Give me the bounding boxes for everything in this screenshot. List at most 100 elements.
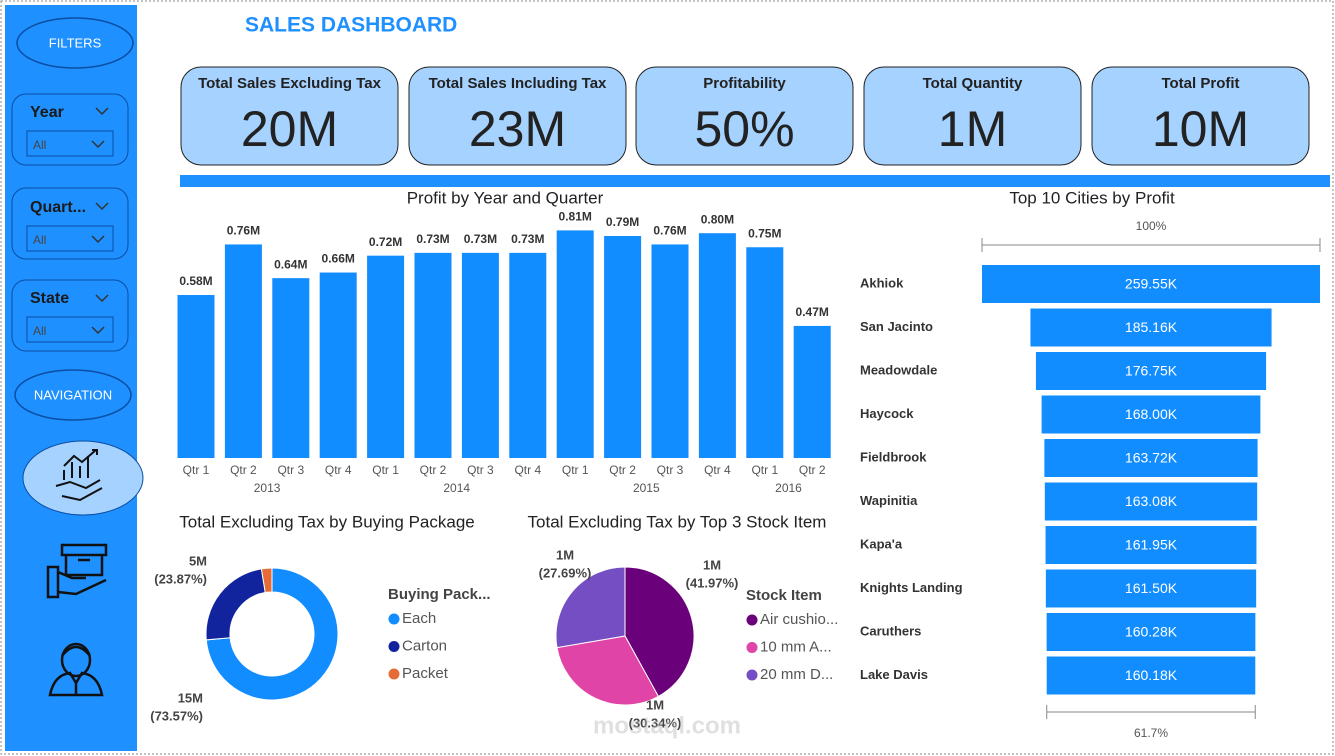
chart-title: Total Excluding Tax by Buying Package (179, 512, 474, 531)
legend-label[interactable]: 10 mm A... (760, 638, 832, 655)
data-label: 1M (703, 557, 721, 572)
category-label: Kapa'a (860, 536, 903, 551)
kpi-label: Total Quantity (923, 75, 1023, 92)
slicer-dropdown[interactable] (26, 130, 114, 157)
slicer[interactable]: State All (11, 279, 129, 352)
data-label: 0.73M (511, 232, 544, 246)
funnel-bar (1030, 308, 1272, 347)
x-tick-label: Qtr 2 (230, 463, 257, 477)
x-tick-label: Qtr 1 (751, 463, 778, 477)
funnel-bar (1046, 613, 1256, 651)
dashboard-title: SALES DASHBOARD (245, 14, 457, 37)
x-tick-label: Qtr 4 (704, 463, 731, 477)
kpi-card (180, 66, 399, 166)
legend-marker[interactable] (388, 641, 400, 652)
x-tick-label: Qtr 4 (325, 463, 352, 477)
kpi-value: 23M (469, 101, 566, 157)
data-label: (30.34%) (629, 715, 682, 730)
slice (205, 567, 339, 701)
chevron (95, 107, 109, 116)
data-label: 0.76M (653, 224, 686, 238)
x-tick-label: Qtr 1 (372, 463, 399, 477)
legend-marker[interactable] (746, 642, 758, 653)
slice (555, 566, 626, 649)
data-label: 0.75M (748, 226, 781, 240)
data-label: 185.16K (1125, 319, 1178, 335)
data-label: 0.81M (559, 210, 592, 224)
x-group-label: 2013 (254, 481, 281, 495)
legend-label[interactable]: 20 mm D... (760, 666, 833, 683)
legend-label[interactable]: Each (402, 610, 436, 627)
icon-background[interactable] (22, 440, 144, 516)
chart-title: Profit by Year and Quarter (407, 188, 604, 207)
category-label: Knights Landing (860, 580, 963, 595)
data-label: 160.18K (1125, 667, 1178, 683)
x-tick-label: Qtr 3 (277, 463, 304, 477)
filters-button-label[interactable]: FILTERS (49, 35, 102, 50)
nav-icon-customer[interactable] (48, 642, 104, 697)
kpi-value: 50% (694, 101, 794, 157)
filters-button[interactable] (16, 17, 134, 69)
bar (319, 272, 357, 458)
icon (55, 449, 103, 502)
x-tick-label: Qtr 1 (562, 463, 589, 477)
data-label: (27.69%) (539, 565, 592, 580)
category-label: Caruthers (860, 623, 921, 638)
x-tick-label: Qtr 2 (799, 463, 826, 477)
funnel-bar (982, 265, 1320, 303)
kpi-label: Profitability (703, 75, 786, 92)
slicer-label: State (30, 290, 69, 307)
bar (651, 244, 689, 458)
slicer[interactable]: Quart... All (11, 187, 129, 260)
data-label: 0.64M (274, 257, 307, 271)
chevron (91, 140, 105, 149)
slicer-label: Quart... (30, 199, 86, 216)
x-group-label: 2016 (775, 481, 802, 495)
bar (509, 252, 547, 458)
bar (414, 252, 452, 458)
data-label: 168.00K (1125, 406, 1178, 422)
category-label: Lake Davis (860, 667, 928, 682)
data-label: (41.97%) (686, 575, 739, 590)
bar (793, 325, 831, 458)
navigation-button-label[interactable]: NAVIGATION (34, 387, 112, 402)
legend-marker[interactable] (746, 669, 758, 681)
watermark: mostaql.com (593, 712, 741, 739)
slicer-value: All (33, 233, 46, 247)
data-label: 15M (178, 690, 203, 705)
bar (604, 236, 642, 458)
x-tick-label: Qtr 3 (657, 463, 684, 477)
slicer[interactable]: Year All (11, 93, 129, 166)
icon (48, 642, 104, 697)
legend-label[interactable]: Carton (402, 637, 447, 654)
category-label: Fieldbrook (860, 449, 927, 464)
nav-icon-product[interactable] (46, 543, 108, 599)
data-label: 0.58M (179, 274, 212, 288)
data-label: 5M (189, 553, 207, 568)
navigation-button[interactable] (14, 369, 132, 421)
slicer-dropdown[interactable] (26, 316, 114, 343)
x-group-label: 2015 (633, 481, 660, 495)
kpi-row: Total Sales Excluding Tax 20M Total Sales … (180, 66, 1310, 166)
nav-icon-sales[interactable] (22, 440, 144, 516)
data-label: 161.50K (1125, 580, 1178, 596)
legend-marker[interactable] (388, 613, 400, 625)
data-label: 0.47M (796, 305, 829, 319)
chart-title: Top 10 Cities by Profit (1009, 188, 1175, 207)
kpi-label: Total Sales Excluding Tax (198, 75, 381, 92)
legend-marker[interactable] (388, 668, 400, 680)
slicer-dropdown[interactable] (26, 225, 114, 252)
legend-label[interactable]: Packet (402, 665, 449, 682)
legend-marker[interactable] (746, 614, 758, 626)
category-label: Haycock (860, 406, 914, 421)
x-tick-label: Qtr 1 (183, 463, 210, 477)
data-label: 163.72K (1125, 450, 1178, 466)
chevron (95, 294, 109, 303)
funnel-bar (1044, 482, 1258, 521)
legend-label[interactable]: Air cushio... (760, 611, 838, 628)
slicer-value: All (33, 324, 46, 338)
data-label: 259.55K (1125, 276, 1178, 292)
data-label: 176.75K (1125, 363, 1178, 379)
funnel-bar (1045, 526, 1257, 564)
